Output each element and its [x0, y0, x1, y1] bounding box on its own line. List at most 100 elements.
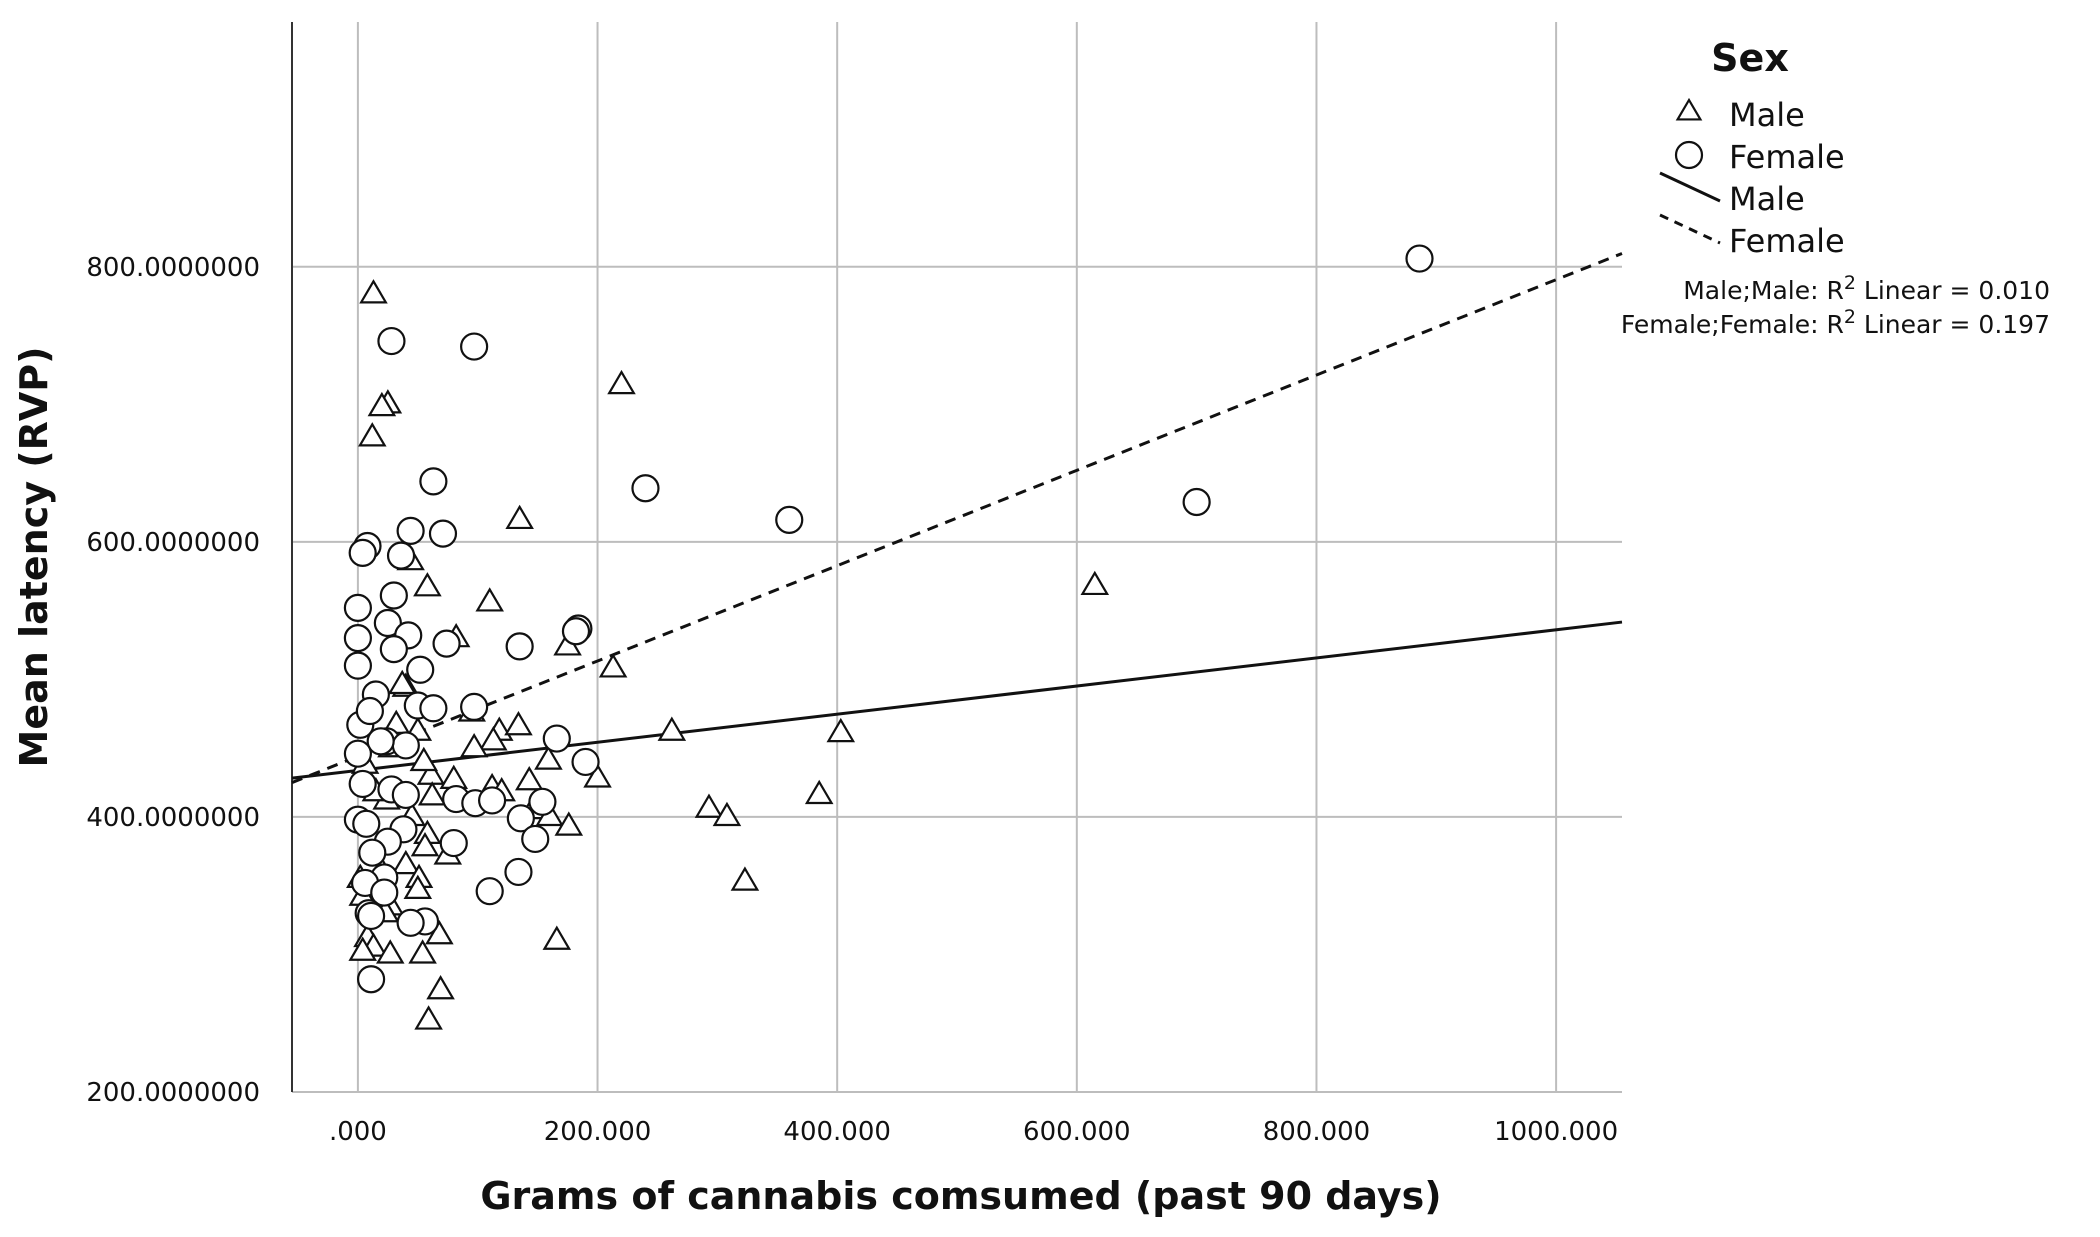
legend-entry: Male: [1675, 96, 1805, 134]
male-point: [359, 279, 388, 304]
fit-line-male: [291, 620, 1623, 780]
legend-circle-icon: [1674, 140, 1704, 170]
female-point: [528, 787, 557, 816]
male-point: [410, 832, 440, 857]
male-point: [514, 766, 544, 791]
female-point: [373, 608, 402, 638]
male-point: [409, 746, 439, 772]
male-point: [804, 779, 834, 805]
grid-lines: [292, 22, 1622, 1093]
legend-line-solid: [1659, 171, 1721, 203]
male-point: [367, 391, 397, 417]
legend-label: Male: [1729, 180, 1805, 218]
legend-entries: Male Female Male Female: [1659, 96, 1845, 260]
legend-line-dashed: [1659, 213, 1721, 245]
y-tick-label: 200.0000000: [86, 1078, 260, 1108]
female-point: [1182, 487, 1211, 517]
female-point: [419, 467, 448, 496]
female-point: [343, 651, 373, 680]
female-point: [428, 519, 458, 548]
female-point: [439, 828, 468, 858]
male-point: [505, 504, 534, 530]
female-point: [475, 877, 504, 906]
female-point: [571, 747, 600, 777]
x-tick-label: 1000.000: [1494, 1117, 1618, 1147]
female-point: [406, 655, 435, 684]
x-tick-label: .000: [329, 1117, 387, 1147]
legend-label: Female: [1729, 222, 1845, 260]
female-point: [358, 838, 387, 867]
legend-entry: Female: [1674, 138, 1845, 176]
female-point: [460, 692, 489, 722]
female-point: [460, 332, 489, 361]
male-point: [439, 764, 469, 789]
male-point: [375, 939, 405, 964]
x-axis-title: Grams of cannabis comsumed (past 90 days…: [480, 1174, 1441, 1218]
female-point: [542, 724, 571, 753]
male-point: [730, 866, 760, 891]
fit-lines: [291, 252, 1623, 784]
male-point: [358, 422, 387, 447]
male-point: [414, 1005, 443, 1030]
male-point: [479, 726, 508, 751]
male-point: [1080, 570, 1110, 596]
female-point: [561, 617, 591, 646]
female-point: [396, 516, 425, 545]
male-point: [534, 745, 563, 770]
x-tick-label: 600.000: [1023, 1117, 1131, 1147]
female-point: [355, 696, 384, 726]
male-point: [408, 939, 437, 964]
female-point: [477, 786, 507, 815]
female-point: [506, 804, 535, 833]
male-point: [459, 732, 489, 758]
legend-label: Female: [1729, 138, 1845, 176]
female-point: [391, 780, 420, 810]
female-point: [379, 635, 408, 664]
female-point: [775, 505, 804, 534]
female-point: [1405, 244, 1434, 273]
legend-entry: Male: [1659, 171, 1805, 218]
female-point: [356, 965, 386, 994]
x-tick-label: 800.000: [1263, 1117, 1371, 1147]
male-point: [403, 874, 433, 899]
male-point: [417, 781, 447, 806]
female-point: [348, 538, 377, 567]
female-point: [379, 581, 408, 610]
female-point: [377, 326, 406, 356]
male-point: [712, 801, 742, 827]
male-point: [542, 925, 572, 950]
female-point: [504, 857, 533, 887]
female-point: [419, 694, 448, 723]
male-point: [426, 975, 455, 1000]
male-point: [475, 587, 504, 612]
legend-triangle-icon: [1675, 97, 1703, 121]
female-point: [521, 824, 550, 854]
male-point: [694, 793, 724, 818]
male-point: [413, 572, 442, 597]
male-point: [583, 763, 612, 788]
female-point: [352, 809, 381, 838]
legend-label: Male: [1729, 96, 1805, 134]
legend-title: Sex: [1711, 36, 1789, 80]
male-point: [504, 710, 533, 736]
female-point: [391, 731, 420, 760]
r2-annotation-male: Male;Male: R2 Linear = 0.010: [1683, 272, 2050, 305]
female-point: [505, 632, 534, 661]
female-point: [396, 908, 425, 937]
tick-labels: .000 200.000 400.000 600.000 800.000 1000.000…: [86, 253, 1618, 1147]
male-point: [598, 653, 628, 678]
female-point: [343, 739, 373, 768]
male-point: [554, 811, 584, 836]
female-point: [343, 593, 373, 622]
male-point: [348, 936, 377, 961]
male-point: [826, 717, 856, 743]
male-point: [607, 369, 636, 395]
female-point: [432, 629, 461, 658]
female-point: [370, 878, 399, 907]
fit-line-female: [291, 252, 1623, 784]
female-point: [348, 769, 377, 799]
female-point: [343, 624, 373, 653]
y-tick-label: 600.0000000: [86, 528, 260, 558]
legend-entry: Female: [1659, 213, 1845, 260]
